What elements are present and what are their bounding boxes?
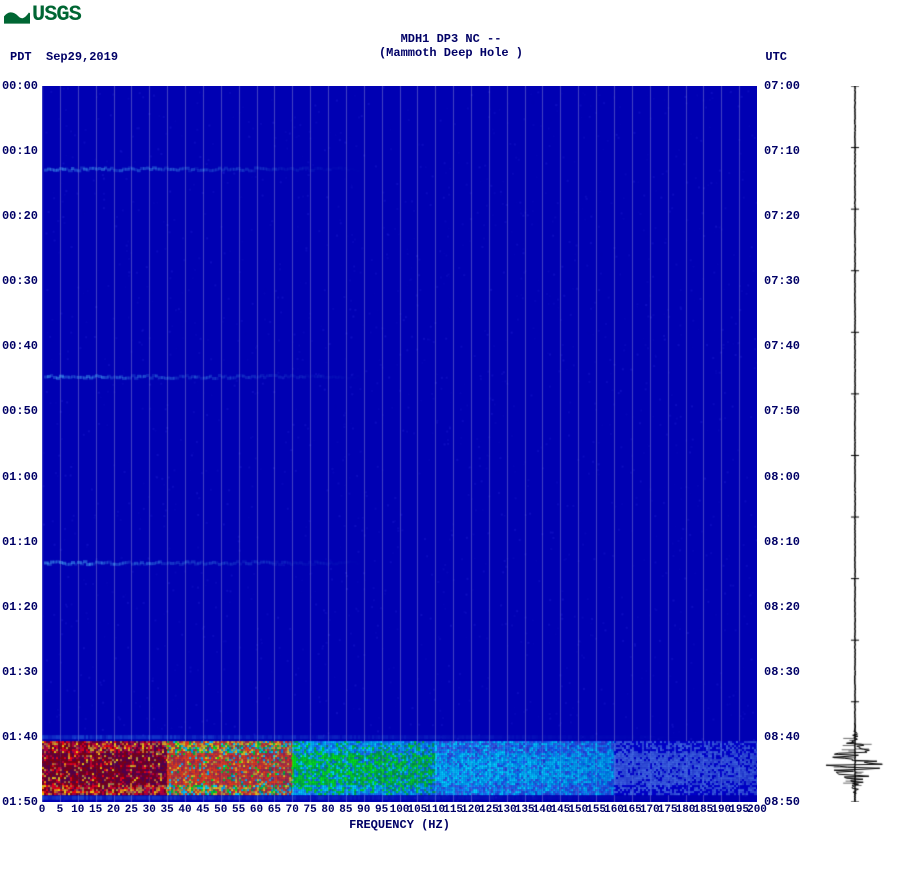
x-tick: 55: [232, 804, 245, 816]
x-tick: 80: [321, 804, 334, 816]
y-tick-right: 08:20: [764, 600, 800, 614]
logo-text: USGS: [32, 2, 81, 27]
spectrogram-plot: [42, 86, 757, 802]
x-tick: 20: [107, 804, 120, 816]
waveform-sidebar: [820, 86, 890, 802]
x-tick: 65: [268, 804, 281, 816]
y-tick-left: 01:50: [2, 795, 38, 809]
y-tick-right: 07:30: [764, 274, 800, 288]
x-tick: 135: [515, 804, 535, 816]
x-tick: 35: [161, 804, 174, 816]
x-tick: 165: [622, 804, 642, 816]
y-tick-left: 00:10: [2, 144, 38, 158]
x-tick: 160: [604, 804, 624, 816]
x-tick: 25: [125, 804, 138, 816]
y-tick-left: 01:00: [2, 470, 38, 484]
tz-right: UTC: [765, 50, 787, 64]
y-tick-left: 00:00: [2, 79, 38, 93]
x-tick: 90: [357, 804, 370, 816]
y-tick-left: 01:30: [2, 665, 38, 679]
waveform-canvas: [820, 86, 890, 802]
x-tick: 85: [339, 804, 352, 816]
x-tick: 125: [479, 804, 499, 816]
x-tick: 5: [57, 804, 64, 816]
y-tick-right: 08:40: [764, 730, 800, 744]
y-tick-right: 08:10: [764, 535, 800, 549]
x-tick: 45: [196, 804, 209, 816]
x-tick: 190: [711, 804, 731, 816]
x-tick: 145: [550, 804, 570, 816]
x-tick: 185: [693, 804, 713, 816]
y-tick-right: 07:40: [764, 339, 800, 353]
y-tick-left: 00:30: [2, 274, 38, 288]
x-tick: 180: [676, 804, 696, 816]
header-date: Sep29,2019: [46, 50, 118, 64]
x-tick: 10: [71, 804, 84, 816]
header-left: PDT Sep29,2019: [10, 50, 118, 64]
x-tick: 110: [425, 804, 445, 816]
x-tick: 75: [304, 804, 317, 816]
x-tick: 140: [533, 804, 553, 816]
x-tick: 175: [658, 804, 678, 816]
x-tick: 95: [375, 804, 388, 816]
y-tick-left: 01:40: [2, 730, 38, 744]
x-tick: 100: [390, 804, 410, 816]
title-line1: MDH1 DP3 NC --: [0, 32, 902, 46]
x-tick: 60: [250, 804, 263, 816]
y-tick-right: 07:20: [764, 209, 800, 223]
y-tick-right: 08:30: [764, 665, 800, 679]
x-tick: 40: [178, 804, 191, 816]
x-tick: 155: [586, 804, 606, 816]
y-axis-right: 07:0007:1007:2007:3007:4007:5008:0008:10…: [762, 86, 806, 802]
y-tick-right: 08:50: [764, 795, 800, 809]
y-tick-right: 07:50: [764, 404, 800, 418]
x-tick: 200: [747, 804, 767, 816]
x-tick: 30: [143, 804, 156, 816]
tz-left: PDT: [10, 50, 32, 64]
x-tick: 195: [729, 804, 749, 816]
x-axis-ticks: 0510152025303540455055606570758085909510…: [42, 804, 757, 818]
x-tick: 130: [497, 804, 517, 816]
spectrogram-canvas: [42, 86, 757, 802]
y-axis-left: 00:0000:1000:2000:3000:4000:5001:0001:10…: [0, 86, 40, 802]
y-tick-right: 07:00: [764, 79, 800, 93]
y-tick-left: 00:20: [2, 209, 38, 223]
x-tick: 120: [461, 804, 481, 816]
x-tick: 170: [640, 804, 660, 816]
x-tick: 115: [443, 804, 463, 816]
x-tick: 0: [39, 804, 46, 816]
x-tick: 105: [407, 804, 427, 816]
x-tick: 15: [89, 804, 102, 816]
y-tick-right: 07:10: [764, 144, 800, 158]
x-tick: 50: [214, 804, 227, 816]
y-tick-left: 01:10: [2, 535, 38, 549]
usgs-logo: USGS: [4, 2, 81, 27]
x-tick: 150: [568, 804, 588, 816]
y-tick-left: 01:20: [2, 600, 38, 614]
x-tick: 70: [286, 804, 299, 816]
usgs-wave-icon: [4, 6, 30, 24]
y-tick-left: 00:40: [2, 339, 38, 353]
x-axis-label: FREQUENCY (HZ): [42, 818, 757, 832]
y-tick-left: 00:50: [2, 404, 38, 418]
y-tick-right: 08:00: [764, 470, 800, 484]
